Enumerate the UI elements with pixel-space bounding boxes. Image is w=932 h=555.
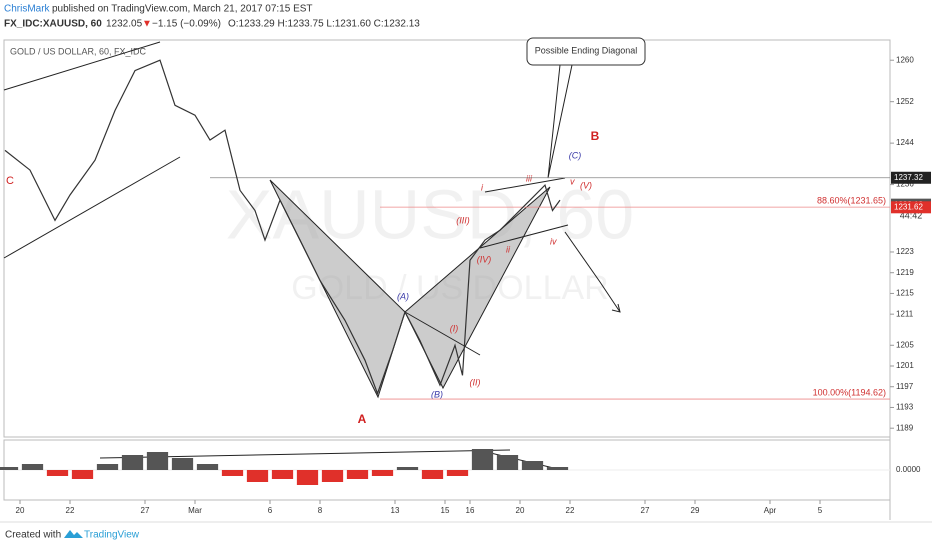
wave-label: iii	[526, 173, 533, 183]
published: published on TradingView.com, March 21, …	[52, 4, 313, 15]
x-tick-label: Apr	[764, 506, 777, 515]
histogram-bar	[121, 455, 144, 470]
author[interactable]: ChrisMark	[4, 4, 51, 15]
histogram-bar	[171, 458, 194, 470]
wave-label: v	[570, 176, 575, 186]
x-tick-label: Mar	[188, 506, 202, 515]
arrow	[564, 231, 621, 313]
y-tick-label: 1223	[896, 247, 914, 256]
footer-brand[interactable]: TradingView	[84, 530, 140, 541]
y-tick-label: 1193	[896, 403, 914, 412]
change: −1.15 (−0.09%)	[152, 19, 221, 30]
histogram-bar	[446, 470, 469, 476]
histogram-bar	[21, 464, 44, 470]
x-tick-label: 15	[441, 506, 450, 515]
histogram-bar	[371, 470, 394, 476]
y-tick-label: 1205	[896, 340, 914, 349]
wave-label: (B)	[431, 389, 443, 399]
x-tick-label: 6	[268, 506, 273, 515]
x-tick-label: 29	[691, 506, 700, 515]
footer-text: Created with	[5, 530, 61, 541]
wave-label: (C)	[569, 150, 582, 160]
y-tick-label: 1244	[896, 138, 914, 147]
trendline	[3, 156, 181, 259]
x-tick-label: 27	[141, 506, 150, 515]
wave-label: (A)	[397, 291, 409, 301]
wave-label: (III)	[456, 215, 470, 225]
callout-text: Possible Ending Diagonal	[535, 45, 638, 55]
trendline	[99, 449, 511, 459]
y-tick-label: 1201	[896, 361, 914, 370]
y-tick-label: 1211	[896, 309, 914, 318]
arrowhead	[611, 303, 621, 313]
x-tick-label: 22	[66, 506, 75, 515]
last-price: 1232.05	[106, 19, 143, 30]
histogram-bar	[346, 470, 369, 479]
change-arrow: ▼	[142, 19, 152, 30]
countdown: 44:42	[900, 210, 923, 220]
y-tick-label: 1219	[896, 268, 914, 277]
histogram-bar	[246, 470, 269, 482]
y-tick-label: 1197	[896, 382, 914, 391]
y-tick-label: 0.0000	[896, 465, 921, 474]
wave-label: (IV)	[477, 254, 492, 264]
histogram-bar	[71, 470, 94, 479]
wave-label: B	[591, 129, 600, 143]
price-line-series	[4, 59, 561, 396]
x-tick-label: 20	[16, 506, 25, 515]
histogram-bar	[271, 470, 294, 479]
x-tick-label: 5	[818, 506, 823, 515]
ohlc: O:1233.29 H:1233.75 L:1231.60 C:1232.13	[228, 19, 420, 30]
x-tick-label: 8	[318, 506, 323, 515]
histogram-bar	[396, 467, 419, 470]
histogram-bar	[221, 470, 244, 476]
wave-label: (I)	[450, 323, 459, 333]
x-tick-label: 20	[516, 506, 525, 515]
x-tick-label: 22	[566, 506, 575, 515]
histogram-bar	[321, 470, 344, 482]
logo	[64, 530, 83, 538]
price-tag	[891, 201, 931, 214]
trendline	[404, 311, 481, 356]
y-tick-label: 1252	[896, 97, 914, 106]
histogram-bar	[496, 455, 519, 470]
wave-label: (V)	[580, 180, 592, 190]
histogram-bar	[196, 464, 219, 470]
wave-label: ii	[506, 244, 511, 254]
trendline	[479, 224, 569, 249]
histogram-bar	[46, 470, 69, 476]
x-tick-label: 27	[641, 506, 650, 515]
wave-label: i	[481, 182, 484, 192]
histogram-bar	[471, 449, 494, 470]
wave-label: iv	[550, 236, 557, 246]
y-tick-label: 1236	[896, 180, 914, 189]
price-tag	[891, 171, 931, 184]
wave-label: A	[358, 412, 367, 426]
fib-label: 100.00%(1194.62)	[813, 387, 886, 397]
y-tick-label: 1215	[896, 289, 914, 298]
trendline	[484, 177, 566, 193]
price-tag-label: 1237.32	[894, 173, 923, 182]
y-tick-label: 1189	[896, 423, 914, 432]
wave-label: (II)	[470, 377, 481, 387]
symbol: FX_IDC:XAUUSD, 60	[4, 19, 102, 30]
price-tag-label: 1231.62	[894, 202, 923, 211]
trendline	[3, 41, 161, 91]
histogram-bar	[0, 467, 19, 470]
x-tick-label: 16	[466, 506, 475, 515]
histogram-bar	[421, 470, 444, 479]
histogram-bar	[521, 461, 544, 470]
histogram-bar	[546, 467, 569, 470]
histogram-bar	[96, 464, 119, 470]
callout-box	[526, 37, 646, 66]
wave-label: C	[6, 175, 14, 187]
histogram-bar	[146, 452, 169, 470]
y-tick-label: 1260	[896, 55, 914, 64]
histogram-bar	[296, 470, 319, 485]
chart-legend: GOLD / US DOLLAR, 60, FX_IDC	[10, 46, 147, 56]
x-tick-label: 13	[391, 506, 400, 515]
fib-label: 88.60%(1231.65)	[817, 196, 886, 206]
